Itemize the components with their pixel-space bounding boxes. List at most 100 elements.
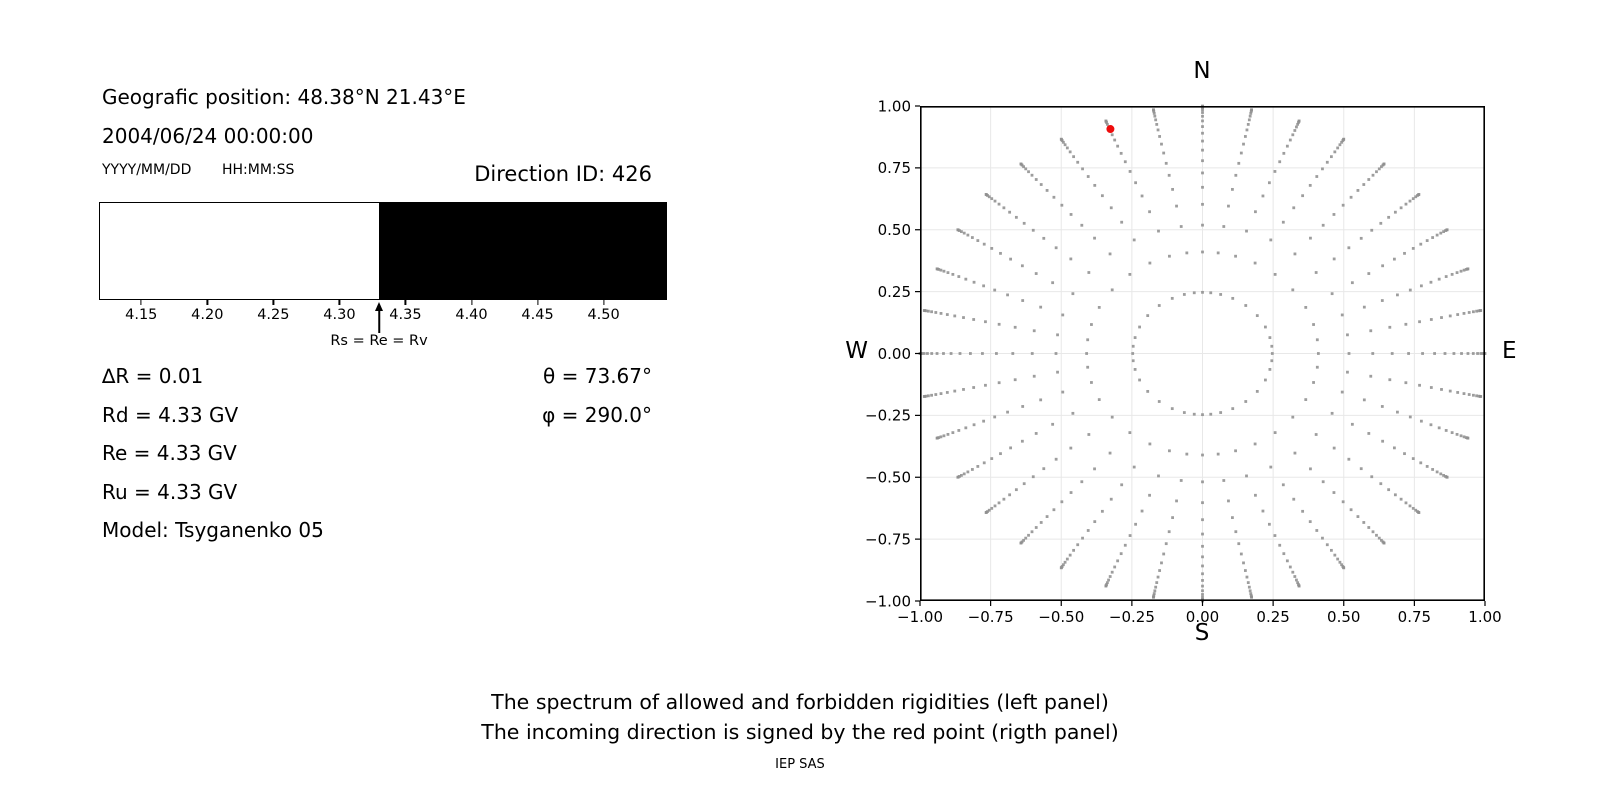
direction-dot <box>1022 221 1026 225</box>
direction-dot <box>1239 151 1243 155</box>
direction-dot <box>1371 530 1375 534</box>
direction-dot <box>1350 422 1354 426</box>
direction-dot <box>1333 553 1337 557</box>
x-tick-label: −0.50 <box>1038 608 1084 626</box>
x-tick-label: 0.25 <box>1256 608 1289 626</box>
direction-dot <box>1403 452 1406 456</box>
direction-dot <box>1132 465 1136 469</box>
direction-dot <box>1093 236 1096 240</box>
direction-dot <box>1081 167 1084 171</box>
direction-dot <box>1201 501 1204 505</box>
direction-dot <box>1157 474 1160 478</box>
plot-border <box>920 106 1486 601</box>
direction-dot <box>1030 530 1034 534</box>
direction-dot <box>1051 422 1055 426</box>
direction-dot <box>1429 318 1433 321</box>
direction-dot <box>1312 323 1315 326</box>
direction-dot <box>1107 578 1110 582</box>
direction-dot <box>1367 432 1371 435</box>
direction-dot <box>1011 352 1015 355</box>
direction-dot <box>1021 405 1025 408</box>
credit-label: IEP SAS <box>775 757 825 772</box>
direction-dot <box>1201 139 1204 143</box>
direction-dot <box>1148 442 1152 446</box>
direction-dot <box>1278 543 1282 547</box>
direction-dot <box>1039 183 1043 186</box>
direction-dot <box>1392 257 1396 261</box>
direction-dot <box>1192 291 1196 295</box>
direction-dot <box>1201 114 1204 118</box>
direction-dot <box>1367 526 1371 529</box>
boundary-arrow-label: Rs = Re = Rv <box>330 333 428 349</box>
direction-dot <box>1168 449 1171 453</box>
direction-dot <box>1433 352 1437 355</box>
direction-dot <box>922 309 926 312</box>
direction-dot <box>1109 497 1113 501</box>
observation-datetime: 2004/06/24 00:00:00 <box>102 124 314 148</box>
y-tick-label: 0.25 <box>878 283 911 301</box>
direction-dot <box>1248 589 1252 593</box>
direction-dot <box>1024 167 1028 171</box>
direction-dot <box>1201 125 1204 128</box>
direction-dot <box>1429 386 1433 389</box>
direction-dot <box>1201 290 1204 294</box>
phi-value: φ = 290.0° <box>542 403 652 427</box>
direction-dot <box>1128 272 1132 276</box>
direction-dot <box>1479 352 1483 355</box>
direction-dot <box>1380 165 1383 169</box>
direction-dot <box>1367 178 1371 181</box>
forbidden-rigidity-region <box>379 203 666 299</box>
direction-dot <box>1248 114 1252 118</box>
direction-dot <box>1329 155 1333 159</box>
direction-dot <box>1417 511 1421 514</box>
direction-dot <box>1411 457 1415 460</box>
direction-dot <box>1333 150 1337 154</box>
direction-dot <box>1403 251 1406 255</box>
direction-dot <box>1155 123 1159 126</box>
boundary-arrow-shaft <box>378 310 380 333</box>
direction-dot <box>987 508 991 512</box>
direction-dot <box>1362 521 1366 524</box>
direction-dot <box>1437 277 1441 281</box>
rd-value: Rd = 4.33 GV <box>102 403 239 427</box>
direction-dot <box>1160 142 1163 146</box>
spectrum-tick-label: 4.40 <box>455 307 488 323</box>
allowed-rigidity-region <box>100 203 380 299</box>
direction-dot <box>1234 173 1238 177</box>
direction-dot <box>1293 129 1297 132</box>
direction-dot <box>1032 374 1036 378</box>
direction-dot <box>1330 292 1334 296</box>
direction-dot <box>1267 181 1271 185</box>
direction-dot <box>960 473 963 477</box>
direction-dot <box>1045 189 1049 192</box>
direction-dot <box>962 231 966 235</box>
direction-dot <box>997 381 1001 385</box>
direction-dot <box>1404 322 1408 326</box>
re-value: Re = 4.33 GV <box>102 441 237 465</box>
direction-dot <box>1309 467 1312 471</box>
direction-dot <box>1408 504 1412 508</box>
direction-dot <box>1442 230 1445 234</box>
direction-dot <box>1227 499 1230 503</box>
direction-dot <box>1462 312 1466 315</box>
y-tick-label: −0.25 <box>865 407 911 425</box>
direction-dot <box>1437 426 1441 430</box>
direction-dot <box>1031 475 1035 479</box>
direction-dot <box>1201 555 1204 559</box>
direction-dot <box>946 271 950 275</box>
direction-dot <box>1061 563 1065 567</box>
direction-dot <box>1380 299 1384 302</box>
direction-dot <box>1162 151 1166 155</box>
direction-dot <box>1273 272 1277 276</box>
direction-dot <box>1425 239 1429 242</box>
direction-dot <box>1255 389 1259 393</box>
direction-dot <box>1179 479 1183 482</box>
direction-dot <box>1459 269 1463 273</box>
direction-dot <box>1093 520 1097 524</box>
direction-dot <box>1039 398 1043 402</box>
direction-dot <box>1435 233 1439 237</box>
direction-dot <box>1309 236 1312 240</box>
direction-dot <box>946 432 950 436</box>
direction-dot <box>1185 452 1189 456</box>
